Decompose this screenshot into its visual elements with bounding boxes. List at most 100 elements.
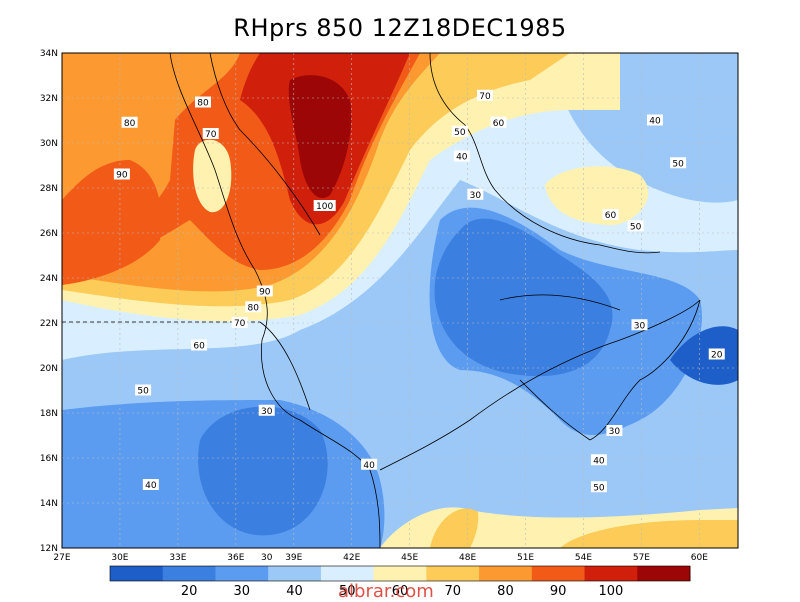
- contour-label: 50: [593, 483, 605, 493]
- lat-tick-label: 14N: [40, 499, 58, 509]
- contour-label: 80: [197, 99, 209, 109]
- map-title: RHprs 850 12Z18DEC1985: [233, 14, 567, 42]
- contour-label: 80: [124, 119, 136, 129]
- colorbar-swatch: [320, 566, 375, 581]
- contour-label-bg: [202, 128, 219, 139]
- colorbar-label: 100: [598, 584, 623, 599]
- map-frame: [61, 52, 739, 549]
- contour-label: 30: [261, 553, 273, 563]
- lon-tick-label: 36E: [227, 553, 244, 563]
- lon-tick-label: 30E: [111, 553, 128, 563]
- contour-label-bg: [113, 168, 130, 180]
- contour-label-bg: [490, 116, 507, 128]
- contour-label: 40: [145, 481, 157, 491]
- contour-label-bg: [476, 89, 493, 101]
- colorbar-swatch: [110, 566, 164, 581]
- lat-tick-label: 16N: [40, 454, 58, 464]
- contour-label: 50: [672, 159, 684, 169]
- lat-tick-label: 26N: [40, 229, 58, 239]
- contour-label: 70: [234, 319, 246, 329]
- contour-label-bg: [258, 551, 275, 562]
- lon-tick-label: 33E: [169, 553, 186, 563]
- coastlines: [62, 53, 701, 548]
- colorbar-label: 40: [286, 584, 303, 599]
- contour-label-bg: [453, 150, 470, 162]
- lat-tick-label: 12N: [40, 544, 58, 554]
- contour-label: 70: [479, 92, 491, 102]
- colorbar-swatch: [215, 566, 269, 581]
- contour-label: 60: [193, 342, 205, 352]
- colorbar-swatch: [531, 566, 586, 581]
- contour-label: 50: [630, 222, 642, 232]
- lon-tick-label: 45E: [401, 553, 418, 563]
- colorbar-label: 30: [234, 584, 251, 599]
- lat-tick-label: 24N: [40, 274, 58, 284]
- colorbar-swatch: [426, 566, 480, 581]
- contour-label: 30: [470, 191, 482, 201]
- colorbar-swatch: [479, 566, 533, 581]
- contour-label: 80: [247, 303, 259, 313]
- contour-label: 40: [593, 456, 605, 466]
- contour-label-bg: [142, 479, 159, 490]
- contour-label: 30: [261, 407, 273, 417]
- contour-label: 90: [259, 288, 271, 298]
- lon-tick-label: 27E: [53, 553, 70, 563]
- contour-label-bg: [646, 114, 663, 126]
- colorbar-swatch: [637, 566, 691, 581]
- contour-label-bg: [590, 481, 607, 493]
- contour-label: 20: [711, 351, 723, 361]
- lat-tick-label: 30N: [40, 139, 58, 149]
- contour-label: 40: [363, 461, 375, 471]
- contour-label: 90: [116, 171, 128, 181]
- contour-label: 30: [634, 321, 646, 331]
- contour-label-bg: [631, 319, 648, 331]
- contour-label-bg: [670, 157, 687, 169]
- lat-tick-label: 32N: [40, 94, 58, 104]
- contour-label: 40: [649, 117, 661, 127]
- contour-labels: 8090807010090807060504030304070605040304…: [113, 89, 725, 563]
- lon-tick-label: 39E: [285, 553, 302, 563]
- contour-label-bg: [708, 348, 725, 360]
- lon-tick-label: 60E: [691, 553, 708, 563]
- colorbar-label: 80: [497, 584, 514, 599]
- contour-label-bg: [258, 404, 275, 416]
- colorbar-label: 60: [392, 584, 409, 599]
- contour-label-bg: [590, 454, 607, 466]
- colorbar-label: 90: [550, 584, 567, 599]
- contour-label-bg: [606, 425, 623, 436]
- colorbar-label: 70: [444, 584, 461, 599]
- colorbar-swatch: [162, 566, 216, 581]
- lon-tick-label: 51E: [517, 553, 534, 563]
- lat-tick-label: 18N: [40, 409, 58, 419]
- contour-label-bg: [245, 301, 262, 313]
- lat-tick-label: 34N: [40, 49, 58, 59]
- contour-label-bg: [135, 384, 152, 396]
- contour-label: 100: [316, 202, 333, 212]
- contour-label-bg: [313, 200, 336, 211]
- colorbar: [109, 565, 691, 582]
- lon-tick-label: 54E: [575, 553, 592, 563]
- colorbar-swatch: [584, 566, 638, 581]
- colorbar-label: 20: [181, 584, 198, 599]
- contour-label: 70: [205, 130, 217, 140]
- contour-label: 60: [605, 211, 617, 221]
- lat-tick-label: 22N: [40, 319, 58, 329]
- contour-label: 50: [137, 387, 149, 397]
- contour-label-bg: [451, 125, 468, 137]
- contour-label-bg: [194, 96, 211, 108]
- colorbar-swatch: [373, 566, 427, 581]
- lon-tick-label: 48E: [459, 553, 476, 563]
- colorbar-swatch: [268, 566, 322, 581]
- contour-label-bg: [231, 317, 248, 328]
- lon-tick-label: 42E: [343, 553, 360, 563]
- contour-label: 50: [454, 128, 466, 138]
- contour-label: 40: [456, 153, 468, 163]
- contour-label-bg: [256, 285, 273, 297]
- contour-label-bg: [121, 116, 138, 128]
- contour-label-bg: [602, 209, 619, 220]
- colorbar-labels: 20 30 40 50 60 70 80 90 100: [181, 584, 624, 599]
- contour-label: 60: [493, 119, 505, 129]
- contour-label-bg: [191, 339, 208, 351]
